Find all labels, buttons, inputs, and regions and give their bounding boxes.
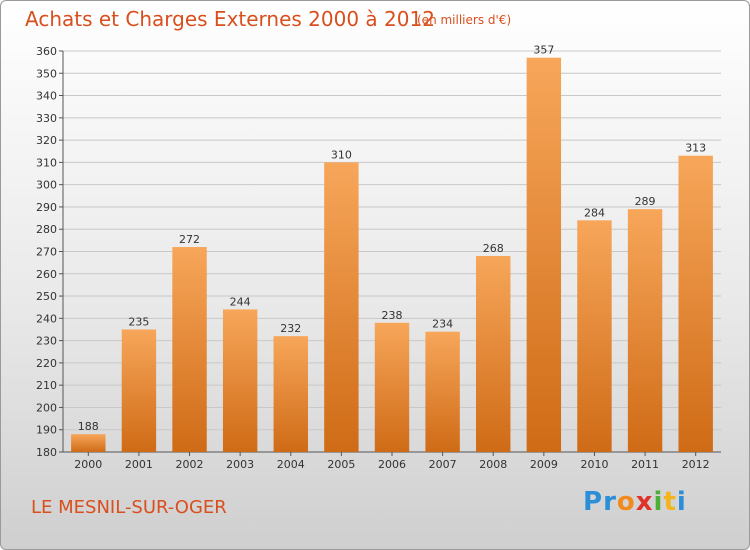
place-name: LE MESNIL-SUR-OGER (31, 497, 227, 518)
bar (172, 247, 207, 452)
chart-title: Achats et Charges Externes 2000 à 2012 (25, 7, 435, 31)
x-tick-label: 2009 (530, 458, 558, 471)
y-tick-label: 320 (36, 134, 57, 147)
y-tick-label: 240 (36, 312, 57, 325)
bar-value-label: 235 (128, 315, 149, 328)
bar-value-label: 272 (179, 233, 200, 246)
chart-subtitle: (en milliers d'€) (417, 13, 512, 27)
x-tick-label: 2010 (580, 458, 608, 471)
y-tick-label: 310 (36, 156, 57, 169)
x-tick-label: 2005 (327, 458, 355, 471)
bar (476, 255, 511, 452)
y-tick-label: 190 (36, 424, 57, 437)
bar (627, 209, 663, 452)
bar (374, 322, 410, 452)
bar-value-label: 234 (432, 318, 453, 331)
y-tick-label: 250 (36, 290, 57, 303)
bar (425, 331, 460, 452)
bar (222, 309, 258, 452)
bar-value-label: 268 (483, 242, 504, 255)
x-tick-label: 2000 (74, 458, 102, 471)
y-tick-label: 300 (36, 179, 57, 192)
x-tick-label: 2012 (682, 458, 710, 471)
logo-letter: r (603, 487, 617, 517)
x-tick-label: 2001 (125, 458, 153, 471)
bar (71, 434, 106, 452)
y-tick-label: 280 (36, 223, 57, 236)
y-tick-label: 200 (36, 401, 57, 414)
x-tick-label: 2006 (378, 458, 406, 471)
x-tick-label: 2004 (277, 458, 305, 471)
y-tick-label: 290 (36, 201, 57, 214)
y-tick-label: 340 (36, 90, 57, 103)
bar-value-label: 310 (331, 148, 352, 161)
x-tick-label: 2007 (429, 458, 457, 471)
bar (324, 162, 359, 452)
bar-value-label: 284 (584, 206, 605, 219)
y-tick-label: 270 (36, 246, 57, 259)
proxiti-logo: Proxiti (583, 487, 687, 517)
bar-value-label: 244 (230, 295, 251, 308)
logo-letter: x (635, 487, 654, 517)
y-tick-label: 230 (36, 335, 57, 348)
y-tick-label: 210 (36, 379, 57, 392)
bar (121, 329, 157, 452)
logo-letter: o (616, 487, 636, 517)
bar-value-label: 357 (533, 44, 554, 57)
bar (526, 57, 562, 452)
x-tick-label: 2002 (176, 458, 204, 471)
bar (577, 220, 612, 452)
y-tick-label: 220 (36, 357, 57, 370)
y-tick-label: 350 (36, 67, 57, 80)
logo-letter: i (653, 487, 664, 517)
logo-letter: i (676, 487, 687, 517)
bar-value-label: 232 (280, 322, 301, 335)
y-tick-label: 260 (36, 268, 57, 281)
x-tick-label: 2003 (226, 458, 254, 471)
bar-value-label: 238 (382, 309, 403, 322)
x-tick-label: 2011 (631, 458, 659, 471)
bar (273, 336, 308, 452)
bar (678, 155, 713, 452)
bar-value-label: 313 (685, 142, 706, 155)
y-tick-label: 330 (36, 112, 57, 125)
logo-letter: P (583, 487, 604, 517)
logo-letter: t (663, 487, 677, 517)
y-tick-label: 360 (36, 45, 57, 58)
bar-value-label: 188 (78, 420, 99, 433)
bar-value-label: 289 (635, 195, 656, 208)
y-tick-label: 180 (36, 446, 57, 459)
x-tick-label: 2008 (479, 458, 507, 471)
